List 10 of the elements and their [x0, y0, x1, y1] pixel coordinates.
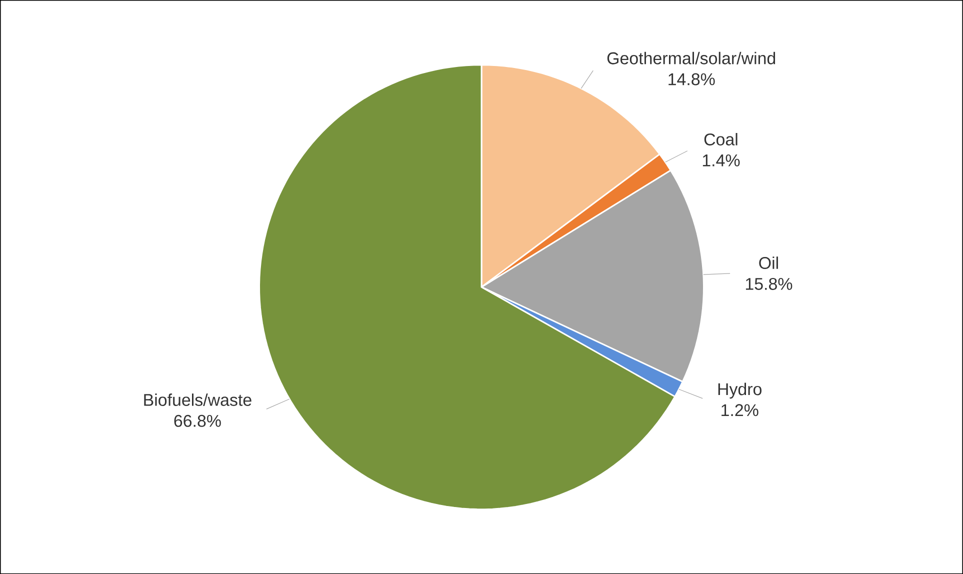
data-label: 1.4%	[702, 154, 740, 166]
slice-label: Biofuels/waste	[144, 393, 252, 406]
data-label: 66.8%	[174, 414, 221, 427]
slice-label: Coal	[704, 132, 738, 146]
data-label: 1.2%	[722, 404, 758, 416]
slice-label: Hydro	[718, 382, 762, 398]
slice-label: Geothermal/solar/wind	[607, 52, 776, 64]
slice-label: Oil	[759, 256, 778, 269]
data-label: 15.8%	[746, 278, 792, 290]
data-label: 14.8%	[668, 73, 715, 86]
